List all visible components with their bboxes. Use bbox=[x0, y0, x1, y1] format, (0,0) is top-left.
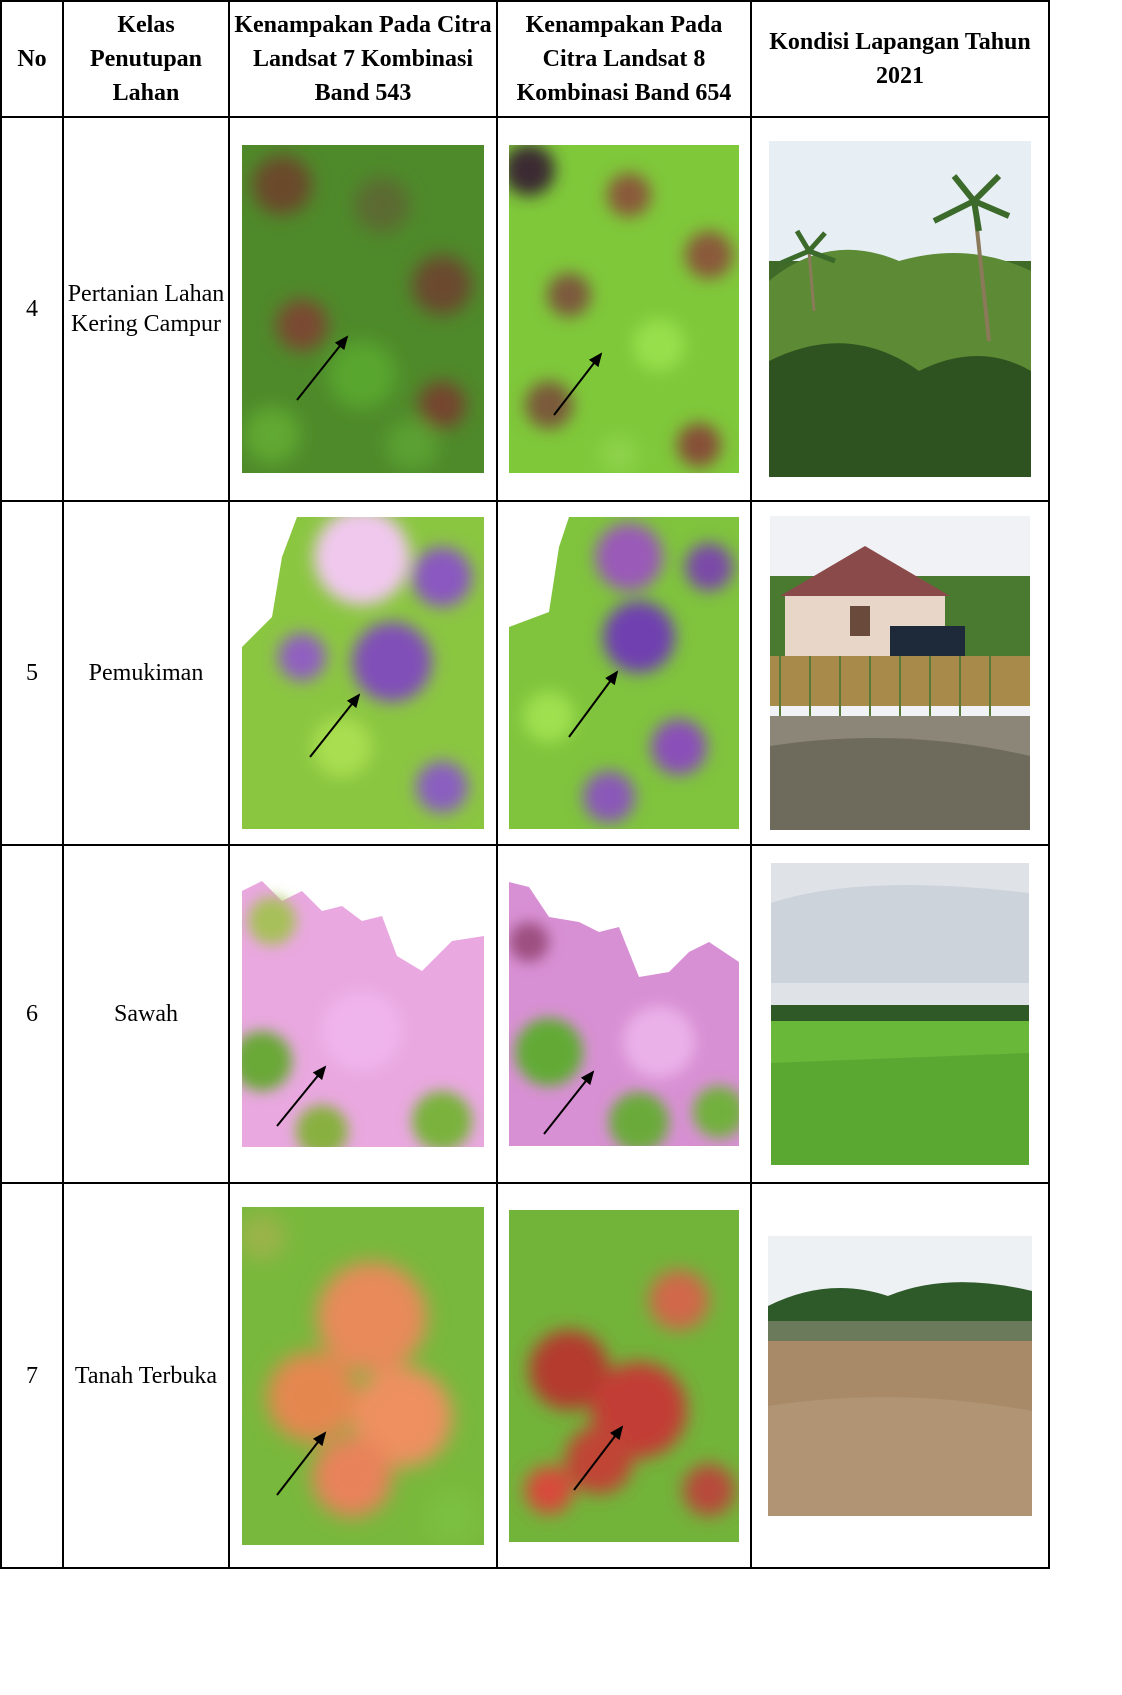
field-photo-cell bbox=[750, 116, 1050, 502]
landsat8-image bbox=[509, 1209, 739, 1542]
land-class: Pemukiman bbox=[62, 500, 230, 846]
landsat8-cell bbox=[496, 500, 752, 846]
landsat8-cell bbox=[496, 1182, 752, 1569]
row-number: 7 bbox=[0, 1182, 64, 1569]
landsat7-image bbox=[242, 881, 484, 1147]
table-row: 7 Tanah Terbuka bbox=[0, 1182, 1050, 1569]
row-number: 6 bbox=[0, 844, 64, 1184]
field-photo bbox=[768, 1235, 1032, 1516]
field-photo-cell bbox=[750, 844, 1050, 1184]
row-number: 5 bbox=[0, 500, 64, 846]
table-row: 4 Pertanian Lahan Kering Campur bbox=[0, 116, 1050, 502]
landsat7-image bbox=[242, 517, 484, 829]
field-photo bbox=[771, 863, 1029, 1165]
field-photo-cell bbox=[750, 1182, 1050, 1569]
landsat8-cell bbox=[496, 116, 752, 502]
header-no: No bbox=[0, 0, 64, 118]
land-class: Sawah bbox=[62, 844, 230, 1184]
landsat8-image bbox=[509, 517, 739, 829]
header-landsat7: Kenampakan Pada Citra Landsat 7 Kombinas… bbox=[228, 0, 498, 118]
landsat7-cell bbox=[228, 116, 498, 502]
header-kelas: Kelas Penutupan Lahan bbox=[62, 0, 230, 118]
land-class: Tanah Terbuka bbox=[62, 1182, 230, 1569]
landsat8-cell bbox=[496, 844, 752, 1184]
table-row: 5 Pemukiman bbox=[0, 500, 1050, 846]
field-photo bbox=[770, 516, 1030, 830]
landsat7-cell bbox=[228, 844, 498, 1184]
land-cover-table: No Kelas Penutupan Lahan Kenampakan Pada… bbox=[0, 0, 1050, 1569]
land-class: Pertanian Lahan Kering Campur bbox=[62, 116, 230, 502]
landsat7-cell bbox=[228, 1182, 498, 1569]
landsat7-image bbox=[242, 145, 484, 473]
landsat8-image bbox=[509, 145, 739, 473]
field-photo-cell bbox=[750, 500, 1050, 846]
landsat7-image bbox=[242, 1206, 484, 1545]
header-landsat8: Kenampakan Pada Citra Landsat 8 Kombinas… bbox=[496, 0, 752, 118]
landsat7-cell bbox=[228, 500, 498, 846]
field-photo bbox=[769, 141, 1031, 477]
header-row: No Kelas Penutupan Lahan Kenampakan Pada… bbox=[0, 0, 1050, 118]
row-number: 4 bbox=[0, 116, 64, 502]
table-row: 6 Sawah bbox=[0, 844, 1050, 1184]
landsat8-image bbox=[509, 882, 739, 1146]
header-field: Kondisi Lapangan Tahun 2021 bbox=[750, 0, 1050, 118]
